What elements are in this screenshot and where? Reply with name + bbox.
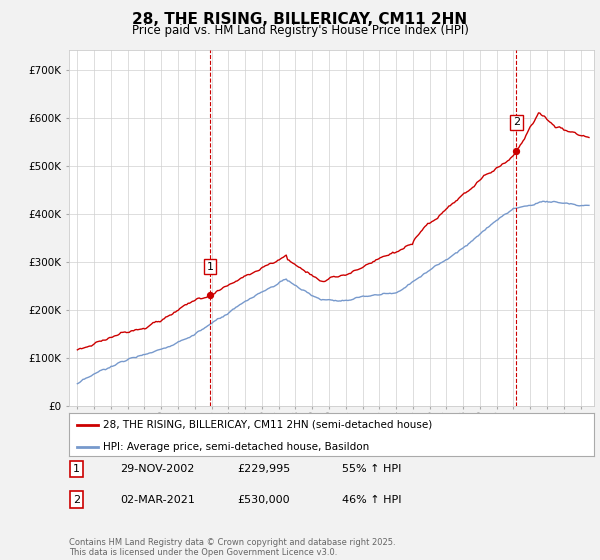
Text: 29-NOV-2002: 29-NOV-2002 (120, 464, 194, 474)
Text: Price paid vs. HM Land Registry's House Price Index (HPI): Price paid vs. HM Land Registry's House … (131, 24, 469, 37)
Text: 28, THE RISING, BILLERICAY, CM11 2HN: 28, THE RISING, BILLERICAY, CM11 2HN (133, 12, 467, 27)
Text: £229,995: £229,995 (237, 464, 290, 474)
Text: 1: 1 (206, 262, 214, 272)
Text: 55% ↑ HPI: 55% ↑ HPI (342, 464, 401, 474)
Point (205, 291, 215, 300)
Text: £530,000: £530,000 (237, 494, 290, 505)
Text: 02-MAR-2021: 02-MAR-2021 (120, 494, 195, 505)
Text: 2: 2 (73, 494, 80, 505)
Text: Contains HM Land Registry data © Crown copyright and database right 2025.
This d: Contains HM Land Registry data © Crown c… (69, 538, 395, 557)
Text: 2: 2 (513, 118, 520, 128)
Text: 1: 1 (73, 464, 80, 474)
Text: 28, THE RISING, BILLERICAY, CM11 2HN (semi-detached house): 28, THE RISING, BILLERICAY, CM11 2HN (se… (103, 419, 433, 430)
Text: HPI: Average price, semi-detached house, Basildon: HPI: Average price, semi-detached house,… (103, 442, 370, 452)
Text: 46% ↑ HPI: 46% ↑ HPI (342, 494, 401, 505)
Point (512, 147, 521, 156)
